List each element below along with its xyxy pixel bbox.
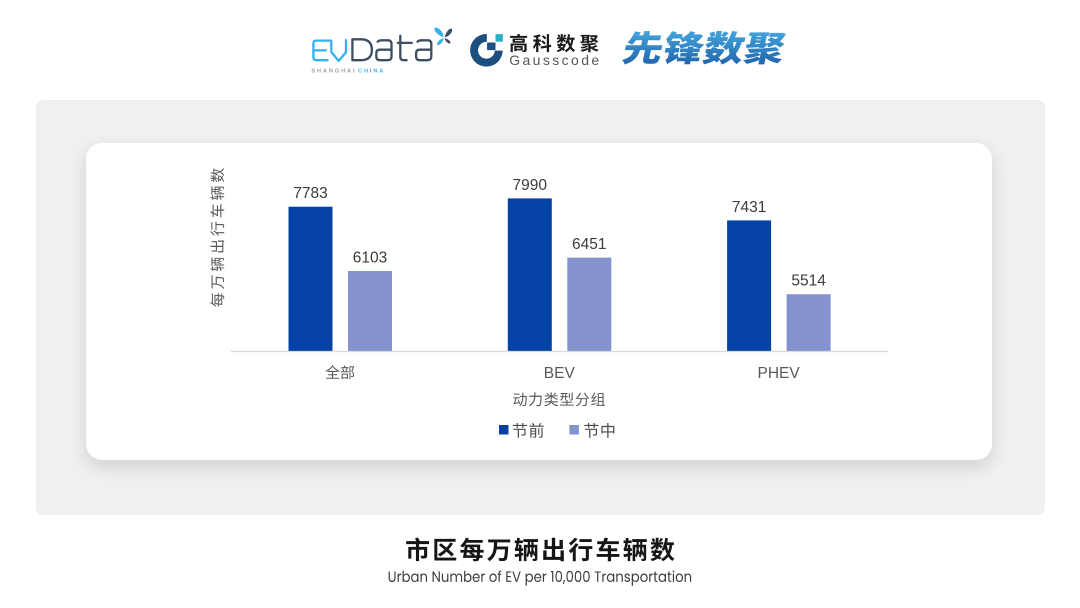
svg-text:BEV: BEV [544, 365, 576, 382]
svg-text:5514: 5514 [791, 273, 826, 290]
svg-text:7990: 7990 [513, 177, 548, 194]
svg-text:7431: 7431 [732, 199, 766, 216]
svg-text:6103: 6103 [353, 250, 387, 267]
svg-text:CHINA: CHINA [358, 69, 385, 75]
svg-text:6451: 6451 [572, 236, 606, 253]
svg-text:PHEV: PHEV [757, 365, 800, 382]
svg-text:SHANGHAI: SHANGHAI [311, 69, 356, 75]
svg-text:7783: 7783 [293, 185, 327, 202]
svg-text:Gausscode: Gausscode [509, 52, 601, 68]
